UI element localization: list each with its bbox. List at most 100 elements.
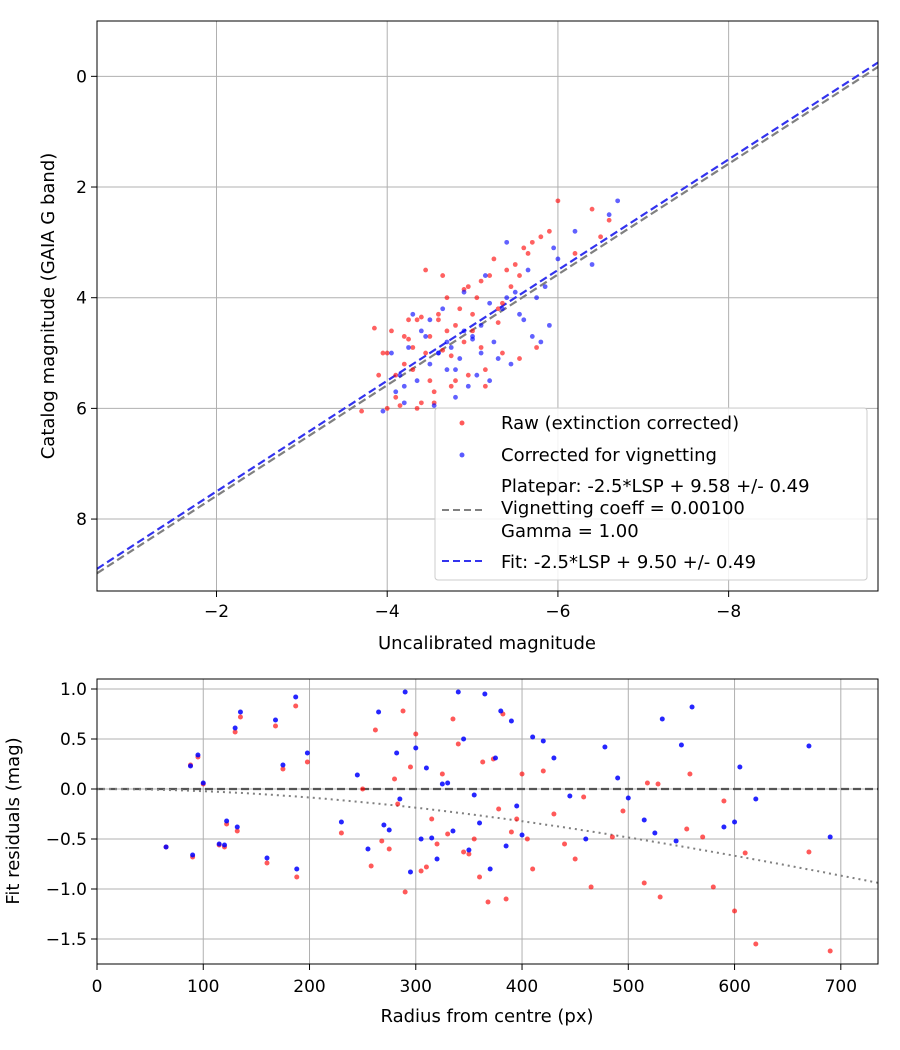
bottom-corrected-point xyxy=(216,841,222,847)
bottom-corrected-point xyxy=(540,738,546,744)
bottom-raw-point xyxy=(514,816,520,822)
bottom-raw-point xyxy=(360,786,366,792)
bottom-raw-point xyxy=(700,834,706,840)
bottom-corrected-point xyxy=(753,796,759,802)
bottom-raw-point xyxy=(461,849,467,855)
bottom-raw-point xyxy=(293,703,299,709)
bottom-raw-point xyxy=(477,874,483,880)
top-raw-point xyxy=(512,262,518,267)
top-raw-point xyxy=(589,206,595,212)
top-raw-point xyxy=(359,408,365,414)
bottom-corrected-point xyxy=(487,866,493,872)
bottom-corrected-point xyxy=(273,717,279,723)
top-scatter-points xyxy=(359,198,621,414)
top-raw-point xyxy=(397,403,403,409)
top-corrected-point xyxy=(512,289,518,295)
bottom-raw-point xyxy=(439,771,445,777)
top-raw-point xyxy=(572,251,578,256)
bottom-xtick-label: 500 xyxy=(612,977,644,997)
top-raw-point xyxy=(461,339,467,345)
bottom-corrected-point xyxy=(477,820,483,826)
bottom-xlabel: Radius from centre (px) xyxy=(380,1006,593,1027)
bottom-corrected-point xyxy=(264,855,270,861)
bottom-corrected-point xyxy=(407,869,413,875)
top-raw-point xyxy=(491,256,497,262)
bottom-raw-point xyxy=(655,781,661,787)
top-raw-point xyxy=(448,383,454,389)
bottom-raw-point xyxy=(418,868,424,874)
top-axes-frame xyxy=(96,20,879,592)
top-raw-point xyxy=(427,378,433,384)
bottom-raw-point xyxy=(273,723,279,729)
top-raw-point xyxy=(482,383,488,389)
top-raw-point xyxy=(440,347,446,353)
bottom-corrected-point xyxy=(190,852,196,858)
top-corrected-point xyxy=(448,345,454,350)
top-raw-point xyxy=(376,372,382,378)
bottom-raw-point xyxy=(496,806,502,812)
top-corrected-point xyxy=(436,350,441,356)
bottom-corrected-point xyxy=(386,827,392,833)
bottom-raw-point xyxy=(445,831,451,837)
bottom-corrected-point xyxy=(402,689,408,695)
top-corrected-point xyxy=(606,212,612,218)
bottom-xtick-label: 600 xyxy=(718,977,750,997)
top-raw-point xyxy=(598,234,603,240)
top-ytick-label: 4 xyxy=(76,289,87,309)
bottom-corrected-point xyxy=(583,836,589,842)
top-raw-point xyxy=(401,334,407,339)
top-ytick-label: 2 xyxy=(76,178,87,198)
top-raw-point xyxy=(406,317,411,323)
legend-box xyxy=(434,407,868,581)
top-corrected-point xyxy=(470,336,475,342)
top-corrected-point xyxy=(427,317,433,323)
legend-platepar-label-3: Gamma = 1.00 xyxy=(501,521,639,542)
top-corrected-point xyxy=(508,361,514,367)
bottom-axes-frame xyxy=(96,678,879,965)
bottom-xtick-label: 100 xyxy=(187,977,219,997)
bottom-corrected-point xyxy=(721,824,727,830)
top-corrected-point xyxy=(478,322,484,328)
top-raw-point xyxy=(500,300,505,306)
bottom-raw-point xyxy=(294,874,300,880)
legend-raw-label: Raw (extinction corrected) xyxy=(501,413,739,434)
bottom-raw-point xyxy=(434,841,440,847)
bottom-raw-point xyxy=(572,856,578,862)
bottom-raw-point xyxy=(450,716,456,722)
bottom-corrected-point xyxy=(466,847,472,853)
top-raw-point xyxy=(606,217,612,223)
top-corrected-point xyxy=(487,378,493,384)
bottom-raw-point xyxy=(407,764,413,770)
top-raw-point xyxy=(401,361,407,367)
top-corrected-point xyxy=(555,256,561,262)
top-raw-point xyxy=(380,350,386,356)
top-raw-point xyxy=(482,367,488,373)
top-corrected-point xyxy=(410,311,416,317)
bottom-raw-point xyxy=(806,849,812,855)
top-fit-line xyxy=(96,61,879,570)
top-raw-point xyxy=(414,405,420,411)
top-corrected-point xyxy=(453,367,458,373)
top-raw-point xyxy=(423,350,429,356)
bottom-corrected-point xyxy=(304,750,310,756)
bottom-raw-point xyxy=(657,894,663,900)
bottom-corrected-point xyxy=(737,764,743,770)
top-corrected-point xyxy=(542,284,548,290)
top-corrected-point xyxy=(461,328,467,334)
bottom-corrected-point xyxy=(293,694,299,700)
top-raw-point xyxy=(457,306,463,312)
bottom-ytick-label: −1.0 xyxy=(46,880,87,900)
bottom-raw-point xyxy=(732,908,738,914)
bottom-corrected-point xyxy=(234,824,240,830)
top-ylabel: Catalog magnitude (GAIA G band) xyxy=(38,153,59,460)
bottom-raw-point xyxy=(395,801,401,807)
bottom-raw-point xyxy=(551,811,557,817)
top-raw-point xyxy=(508,284,514,290)
top-raw-point xyxy=(465,284,471,290)
top-xtick-label: −6 xyxy=(545,602,570,622)
bottom-corrected-point xyxy=(530,734,536,740)
bottom-corrected-point xyxy=(689,704,695,710)
legend-platepar-label-2: Vignetting coeff = 0.00100 xyxy=(501,498,745,519)
top-ytick-label: 0 xyxy=(76,67,87,87)
bottom-raw-point xyxy=(423,864,429,870)
